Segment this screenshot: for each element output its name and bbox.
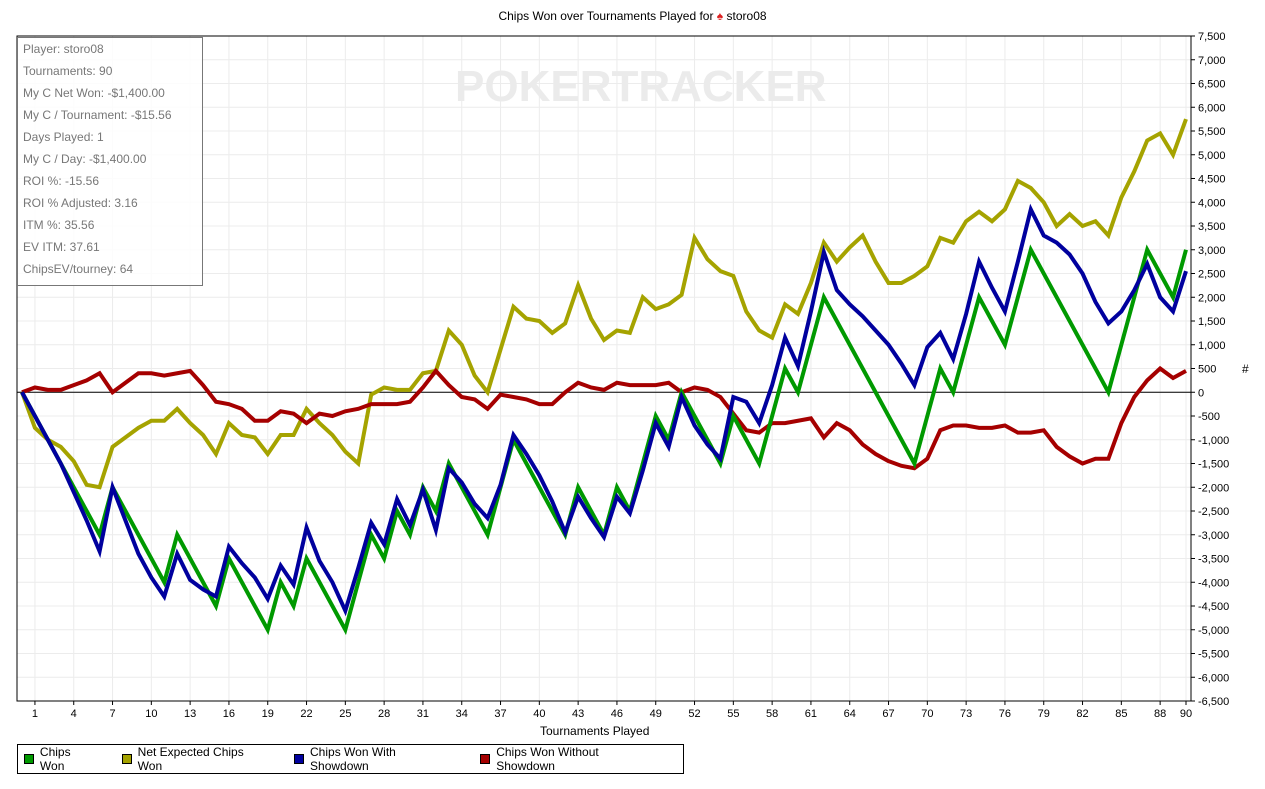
x-tick-label: 37 bbox=[494, 708, 506, 720]
x-tick-label: 7 bbox=[109, 708, 115, 720]
y-tick-label: -4,000 bbox=[1198, 577, 1229, 589]
legend-label: Chips Won With Showdown bbox=[310, 745, 396, 773]
x-tick-label: 82 bbox=[1076, 708, 1088, 720]
y-tick-label: 3,500 bbox=[1198, 221, 1226, 233]
y-tick-label: 7,500 bbox=[1198, 31, 1226, 43]
legend-swatch bbox=[480, 754, 491, 764]
x-tick-label: 67 bbox=[882, 708, 894, 720]
legend-label: Chips Won Without Showdown bbox=[496, 745, 599, 773]
stat-net-won: My C Net Won: -$1,400.00 bbox=[23, 86, 165, 100]
x-tick-label: 76 bbox=[999, 708, 1011, 720]
stat-tournaments: Tournaments: 90 bbox=[23, 64, 113, 78]
x-tick-label: 19 bbox=[262, 708, 274, 720]
y-tick-label: 2,500 bbox=[1198, 269, 1226, 281]
x-tick-label: 34 bbox=[456, 708, 468, 720]
x-tick-label: 40 bbox=[533, 708, 545, 720]
x-tick-label: 10 bbox=[145, 708, 157, 720]
y-tick-label: -1,500 bbox=[1198, 459, 1229, 471]
legend-item-chips-won[interactable]: Chips Won bbox=[24, 745, 98, 773]
chart-title-player: storo08 bbox=[726, 9, 767, 23]
y-tick-label: 4,500 bbox=[1198, 174, 1226, 186]
x-tick-label: 25 bbox=[339, 708, 351, 720]
x-tick-label: 28 bbox=[378, 708, 390, 720]
y-tick-label: -4,500 bbox=[1198, 601, 1229, 613]
x-tick-label: 1 bbox=[32, 708, 38, 720]
stat-roi: ROI %: -15.56 bbox=[23, 174, 100, 188]
x-tick-label: 61 bbox=[805, 708, 817, 720]
y-tick-label: 7,000 bbox=[1198, 55, 1226, 67]
y-tick-label: -6,500 bbox=[1198, 696, 1229, 708]
y-axis-label: # bbox=[1242, 362, 1249, 376]
y-tick-label: -1,000 bbox=[1198, 435, 1229, 447]
series-line-chips-won-without-showdown bbox=[21, 365, 1187, 471]
x-tick-label: 13 bbox=[184, 708, 196, 720]
x-tick-label: 49 bbox=[650, 708, 662, 720]
y-tick-label: -5,000 bbox=[1198, 625, 1229, 637]
x-tick-label: 4 bbox=[71, 708, 77, 720]
y-tick-label: 2,000 bbox=[1198, 292, 1226, 304]
chart-title-text: Chips Won over Tournaments Played for bbox=[498, 9, 714, 23]
y-tick-label: -2,500 bbox=[1198, 506, 1229, 518]
stat-player: Player: storo08 bbox=[23, 42, 104, 56]
legend-item-with-showdown[interactable]: Chips Won With Showdown bbox=[294, 745, 456, 773]
legend-item-without-showdown[interactable]: Chips Won Without Showdown bbox=[480, 745, 659, 773]
y-tick-label: 0 bbox=[1198, 387, 1204, 399]
chart-title: Chips Won over Tournaments Played for ♠ … bbox=[0, 9, 1265, 23]
stat-ev-itm: EV ITM: 37.61 bbox=[23, 240, 100, 254]
stat-roi-adjusted: ROI % Adjusted: 3.16 bbox=[23, 196, 138, 210]
stat-itm: ITM %: 35.56 bbox=[23, 218, 95, 232]
x-tick-label: 64 bbox=[844, 708, 856, 720]
x-tick-label: 16 bbox=[223, 708, 235, 720]
y-tick-label: -3,000 bbox=[1198, 530, 1229, 542]
x-tick-label: 90 bbox=[1180, 708, 1192, 720]
legend-item-net-expected[interactable]: Net Expected Chips Won bbox=[121, 745, 270, 773]
x-axis-label: Tournaments Played bbox=[540, 724, 650, 738]
y-tick-label: 6,000 bbox=[1198, 102, 1226, 114]
x-tick-label: 46 bbox=[611, 708, 623, 720]
spade-icon: ♠ bbox=[716, 9, 724, 23]
y-tick-label: 500 bbox=[1198, 364, 1216, 376]
legend-swatch bbox=[121, 754, 132, 764]
y-tick-label: 5,500 bbox=[1198, 126, 1226, 138]
y-tick-label: 6,500 bbox=[1198, 79, 1226, 91]
y-tick-label: 4,000 bbox=[1198, 197, 1226, 209]
legend-swatch bbox=[294, 754, 305, 764]
x-tick-label: 31 bbox=[417, 708, 429, 720]
x-tick-label: 79 bbox=[1038, 708, 1050, 720]
series-line-net-expected-chips-won bbox=[20, 118, 1188, 490]
legend: Chips Won Net Expected Chips Won Chips W… bbox=[17, 744, 684, 774]
x-tick-label: 58 bbox=[766, 708, 778, 720]
x-tick-label: 55 bbox=[727, 708, 739, 720]
x-tick-label: 73 bbox=[960, 708, 972, 720]
stat-chipsev: ChipsEV/tourney: 64 bbox=[23, 262, 134, 276]
series-line-chips-won-with-showdown bbox=[20, 203, 1188, 617]
x-tick-label: 88 bbox=[1154, 708, 1166, 720]
legend-label: Net Expected Chips Won bbox=[137, 745, 244, 773]
y-tick-label: 5,000 bbox=[1198, 150, 1226, 162]
legend-swatch bbox=[24, 754, 34, 764]
y-tick-label: -2,000 bbox=[1198, 482, 1229, 494]
y-tick-label: -5,500 bbox=[1198, 649, 1229, 661]
x-tick-label: 70 bbox=[921, 708, 933, 720]
stats-box: Player: storo08 Tournaments: 90 My C Net… bbox=[17, 37, 203, 286]
stat-per-day: My C / Day: -$1,400.00 bbox=[23, 152, 147, 166]
y-tick-label: -6,000 bbox=[1198, 672, 1229, 684]
x-tick-label: 22 bbox=[300, 708, 312, 720]
x-tick-label: 43 bbox=[572, 708, 584, 720]
y-tick-label: 1,000 bbox=[1198, 340, 1226, 352]
x-tick-label: 85 bbox=[1115, 708, 1127, 720]
y-tick-label: 3,000 bbox=[1198, 245, 1226, 257]
legend-label: Chips Won bbox=[39, 745, 71, 773]
watermark-logo: POKERTRACKER bbox=[455, 62, 827, 111]
stat-per-tournament: My C / Tournament: -$15.56 bbox=[23, 108, 172, 122]
stat-days-played: Days Played: 1 bbox=[23, 130, 104, 144]
x-tick-label: 52 bbox=[688, 708, 700, 720]
y-tick-label: -500 bbox=[1198, 411, 1220, 423]
y-tick-label: 1,500 bbox=[1198, 316, 1226, 328]
y-tick-label: -3,500 bbox=[1198, 554, 1229, 566]
